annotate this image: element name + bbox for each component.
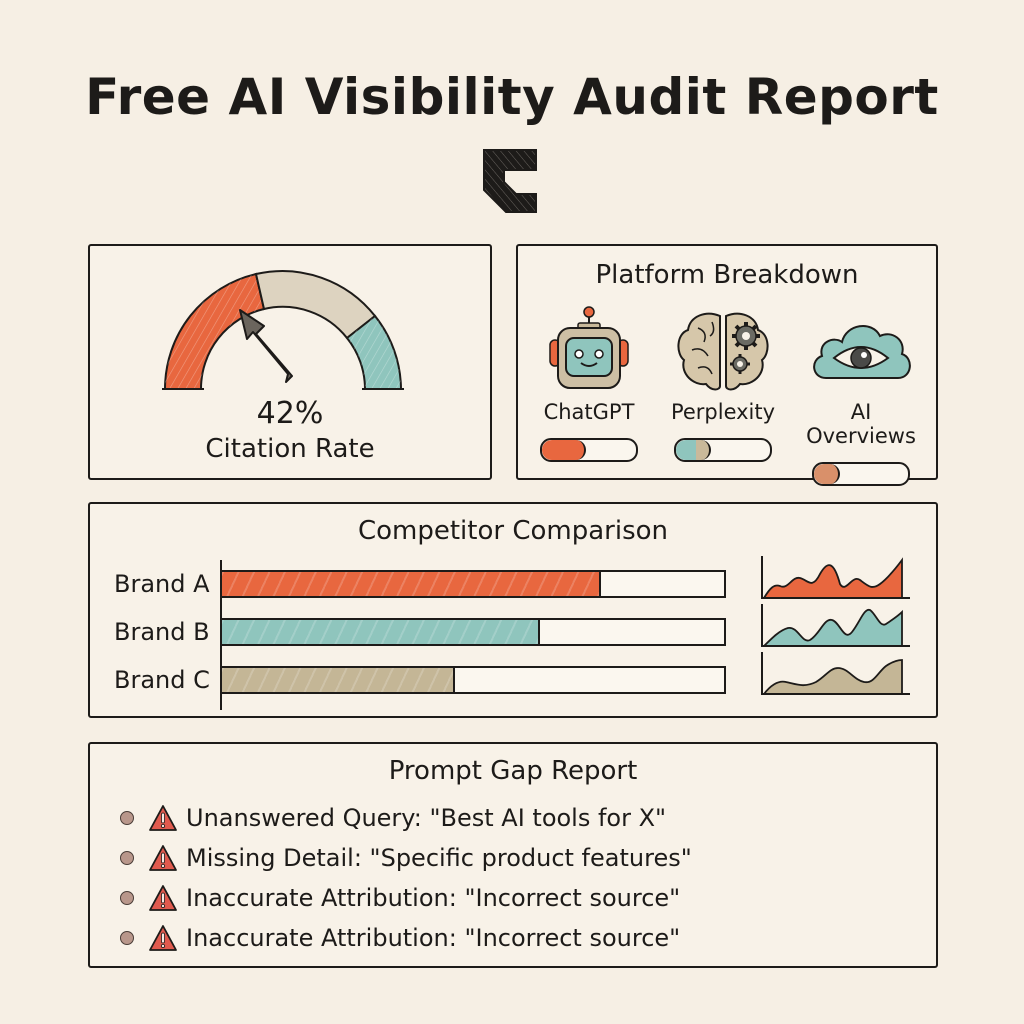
platform-progress-pill [674,438,772,462]
competitor-comparison-title: Competitor Comparison [357,516,669,546]
platform-chatgpt: ChatGPT [524,306,654,462]
progress-fill [542,440,587,460]
bullet-dot-icon [120,851,134,865]
warning-triangle-icon [149,845,177,871]
bar-axis [220,560,222,710]
gauge-needle-icon [239,309,293,383]
platform-progress-pill [540,438,638,462]
platform-name: Perplexity [670,400,776,424]
brand-bar-fill [222,668,455,692]
brand-a-sparkline [761,556,910,599]
brand-row: Brand A [90,556,936,602]
gap-list-item: Missing Detail: "Specific product featur… [120,840,692,876]
page-title: Free AI Visibility Audit Report [85,68,939,126]
progress-fill [814,464,841,484]
brand-c-sparkline [761,652,910,695]
brand-bar [222,666,726,694]
platform-breakdown-title: Platform Breakdown [595,260,859,290]
citation-gauge [162,270,404,390]
prompt-gap-panel: Prompt Gap Report Unanswered Query: "Bes… [88,742,938,968]
gap-list-item: Inaccurate Attribution: "Incorrect sourc… [120,880,680,916]
platform-progress-pill [812,462,910,486]
platform-breakdown-panel: Platform Breakdown ChatGPT [516,244,938,486]
citation-rate-value: 42% [256,396,324,431]
platform-perplexity: Perplexity [658,306,788,462]
brand-bar-fill [222,572,601,596]
gap-list-item: Unanswered Query: "Best AI tools for X" [120,800,666,836]
citation-rate-panel: 42% Citation Rate [88,244,492,480]
robot-icon [549,306,629,389]
brand-bar [222,618,726,646]
bullet-dot-icon [120,811,134,825]
gap-list-item: Inaccurate Attribution: "Incorrect sourc… [120,920,680,956]
brand-label: Brand B [114,618,210,646]
brand-row: Brand C [90,652,936,698]
warning-triangle-icon [149,925,177,951]
citation-rate-label: Citation Rate [205,434,375,464]
brand-b-sparkline [761,604,910,647]
cloud-eye-icon [813,325,911,379]
platform-name: ChatGPT [543,400,635,424]
gap-item-text: Missing Detail: "Specific product featur… [186,844,692,872]
bullet-dot-icon [120,891,134,905]
bullet-dot-icon [120,931,134,945]
warning-triangle-icon [149,805,177,831]
warning-triangle-icon [149,885,177,911]
gap-item-text: Unanswered Query: "Best AI tools for X" [186,804,667,832]
brand-row: Brand B [90,604,936,650]
prompt-gap-title: Prompt Gap Report [388,756,638,786]
brand-bar [222,570,726,598]
brand-label: Brand A [114,570,210,598]
progress-fill [676,440,711,460]
platform-name: AI Overviews [806,400,916,448]
platform-ai-overviews: AI Overviews [796,306,926,486]
gap-item-text: Inaccurate Attribution: "Incorrect sourc… [186,884,681,912]
competitor-comparison-panel: Competitor Comparison Brand A Brand B Br… [88,502,938,718]
brand-bar-fill [222,620,541,644]
brain-gears-icon [677,312,769,391]
gap-item-text: Inaccurate Attribution: "Incorrect sourc… [186,924,681,952]
brand-label: Brand C [114,666,210,694]
bracket-c-logo-icon [483,149,537,213]
